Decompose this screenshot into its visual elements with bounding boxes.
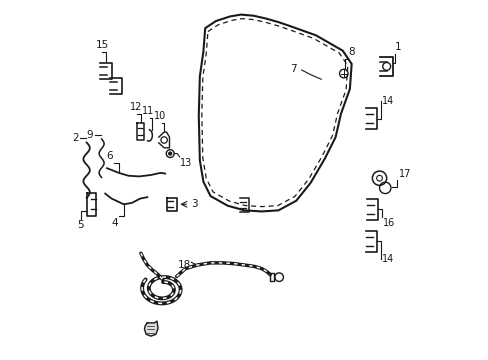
Text: 9: 9	[86, 130, 93, 140]
Text: 17: 17	[398, 169, 410, 179]
Text: 15: 15	[96, 40, 109, 50]
Text: 1: 1	[394, 42, 401, 52]
Text: 18: 18	[177, 260, 190, 270]
Text: 7: 7	[289, 64, 296, 73]
Text: 3: 3	[190, 199, 197, 209]
Text: 13: 13	[180, 158, 192, 168]
Text: 14: 14	[381, 254, 393, 264]
Text: 6: 6	[106, 151, 113, 161]
Text: 10: 10	[154, 111, 166, 121]
Text: 8: 8	[347, 47, 354, 57]
Polygon shape	[144, 321, 158, 336]
Text: 5: 5	[77, 220, 83, 230]
Text: 11: 11	[142, 106, 154, 116]
Text: 12: 12	[129, 102, 142, 112]
Text: 16: 16	[382, 218, 394, 228]
Text: 2: 2	[72, 133, 78, 143]
Circle shape	[168, 152, 171, 155]
Text: 14: 14	[381, 96, 393, 106]
Text: 4: 4	[111, 217, 118, 228]
